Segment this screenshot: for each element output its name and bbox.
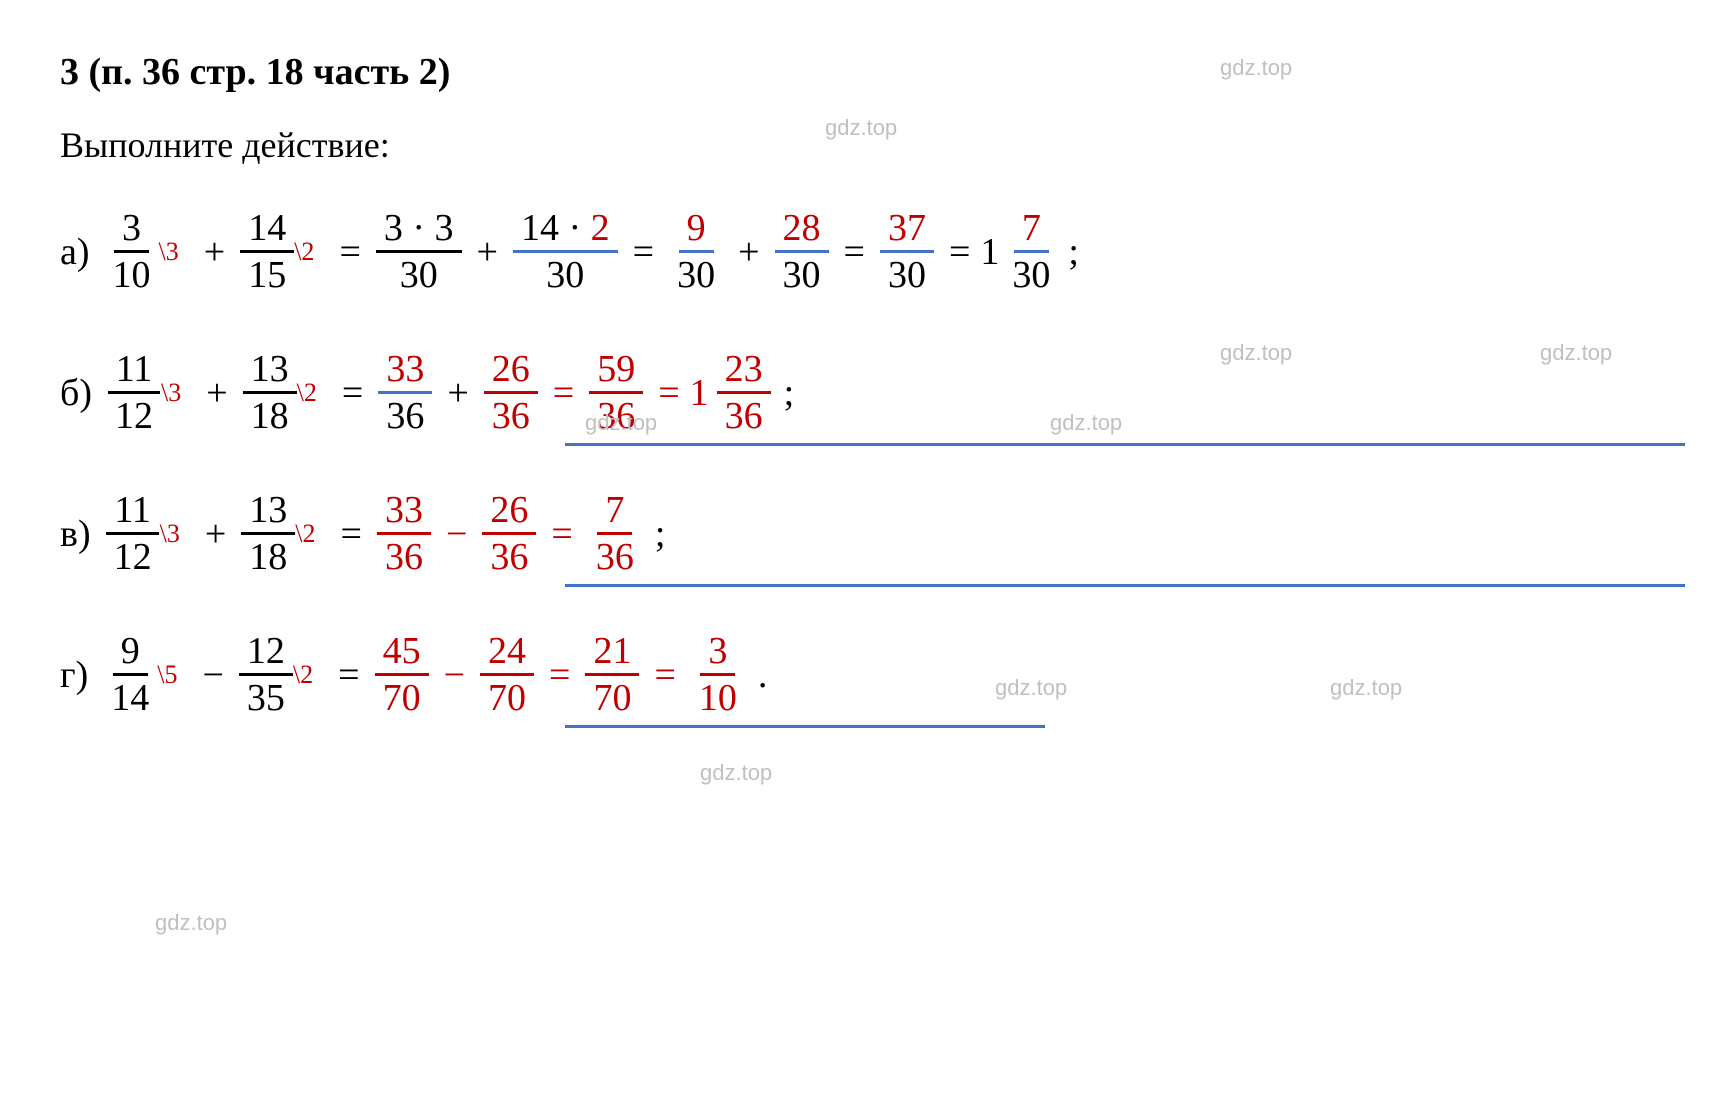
fraction-v2: 13 18 bbox=[241, 488, 295, 579]
op-b2: + bbox=[447, 371, 468, 415]
fraction-a6: 28 30 bbox=[775, 206, 829, 297]
watermark-text: gdz.top bbox=[155, 910, 227, 936]
fraction-b2: 13 18 bbox=[243, 347, 297, 438]
label-v: в) bbox=[60, 512, 91, 556]
eq-b3: = bbox=[658, 371, 679, 415]
fraction-v4: 26 36 bbox=[482, 488, 536, 579]
sup-g1: \5 bbox=[157, 660, 177, 690]
fraction-b3: 33 36 bbox=[378, 347, 432, 438]
fraction-v3: 33 36 bbox=[377, 488, 431, 579]
eq-a1: = bbox=[339, 230, 360, 274]
whole-a: 1 bbox=[980, 230, 999, 274]
fraction-g5: 21 70 bbox=[585, 629, 639, 720]
end-g: . bbox=[758, 653, 768, 697]
eq-g2: = bbox=[549, 653, 570, 697]
subtitle: Выполните действие: bbox=[60, 124, 1664, 166]
eq-g3: = bbox=[654, 653, 675, 697]
fraction-b4: 26 36 bbox=[484, 347, 538, 438]
watermark-text: gdz.top bbox=[700, 760, 772, 786]
fraction-a5: 9 30 bbox=[669, 206, 723, 297]
fraction-g4: 24 70 bbox=[480, 629, 534, 720]
fraction-a7: 37 30 bbox=[880, 206, 934, 297]
sup-a2: \2 bbox=[294, 237, 314, 267]
problem-g: г) 9 14 \5 − 12 35 \2 = 45 70 − 24 70 = … bbox=[60, 629, 1664, 720]
sup-b2: \2 bbox=[297, 378, 317, 408]
label-g: г) bbox=[60, 653, 88, 697]
sup-v1: \3 bbox=[160, 519, 180, 549]
end-a: ; bbox=[1068, 230, 1079, 274]
fraction-a4: 14 · 2 30 bbox=[513, 206, 618, 297]
end-b: ; bbox=[784, 371, 795, 415]
fraction-g2: 12 35 bbox=[239, 629, 293, 720]
op-v1: + bbox=[205, 512, 226, 556]
op-v2: − bbox=[446, 512, 467, 556]
fraction-v1: 11 12 bbox=[106, 488, 160, 579]
end-v: ; bbox=[655, 512, 666, 556]
fraction-g3: 45 70 bbox=[375, 629, 429, 720]
eq-a4: = bbox=[949, 230, 970, 274]
eq-a2: = bbox=[633, 230, 654, 274]
whole-b: 1 bbox=[690, 371, 709, 415]
eq-v2: = bbox=[551, 512, 572, 556]
fraction-g6: 3 10 bbox=[691, 629, 745, 720]
problem-v: в) 11 12 \3 + 13 18 \2 = 33 36 − 26 36 =… bbox=[60, 488, 1664, 579]
blue-line-v bbox=[565, 584, 1685, 587]
eq-a3: = bbox=[844, 230, 865, 274]
fraction-a3: 3 · 3 30 bbox=[376, 206, 462, 297]
fraction-b5: 59 36 bbox=[589, 347, 643, 438]
fraction-a1: 3 10 bbox=[105, 206, 159, 297]
sup-g2: \2 bbox=[293, 660, 313, 690]
fraction-a8: 7 30 bbox=[1004, 206, 1058, 297]
fraction-v5: 7 36 bbox=[588, 488, 642, 579]
op-a2: + bbox=[477, 230, 498, 274]
op-a1: + bbox=[204, 230, 225, 274]
sup-a1: \3 bbox=[159, 237, 179, 267]
eq-g1: = bbox=[338, 653, 359, 697]
blue-line-b bbox=[565, 443, 1685, 446]
eq-b2: = bbox=[553, 371, 574, 415]
op-a3: + bbox=[738, 230, 759, 274]
fraction-g1: 9 14 bbox=[103, 629, 157, 720]
fraction-b6: 23 36 bbox=[717, 347, 771, 438]
blue-line-g bbox=[565, 725, 1045, 728]
op-g1: − bbox=[202, 653, 223, 697]
sup-v2: \2 bbox=[295, 519, 315, 549]
label-b: б) bbox=[60, 371, 92, 415]
label-a: а) bbox=[60, 230, 90, 274]
op-b1: + bbox=[206, 371, 227, 415]
fraction-b1: 11 12 bbox=[107, 347, 161, 438]
fraction-a2: 14 15 bbox=[240, 206, 294, 297]
problem-b: б) 11 12 \3 + 13 18 \2 = 33 36 + 26 36 =… bbox=[60, 347, 1664, 438]
page-title: 3 (п. 36 стр. 18 часть 2) bbox=[60, 50, 1664, 94]
problem-a: а) 3 10 \3 + 14 15 \2 = 3 · 3 30 + 14 · … bbox=[60, 206, 1664, 297]
sup-b1: \3 bbox=[161, 378, 181, 408]
eq-v1: = bbox=[341, 512, 362, 556]
content-wrapper: 3 (п. 36 стр. 18 часть 2) Выполните дейс… bbox=[60, 50, 1664, 720]
eq-b1: = bbox=[342, 371, 363, 415]
op-g2: − bbox=[444, 653, 465, 697]
